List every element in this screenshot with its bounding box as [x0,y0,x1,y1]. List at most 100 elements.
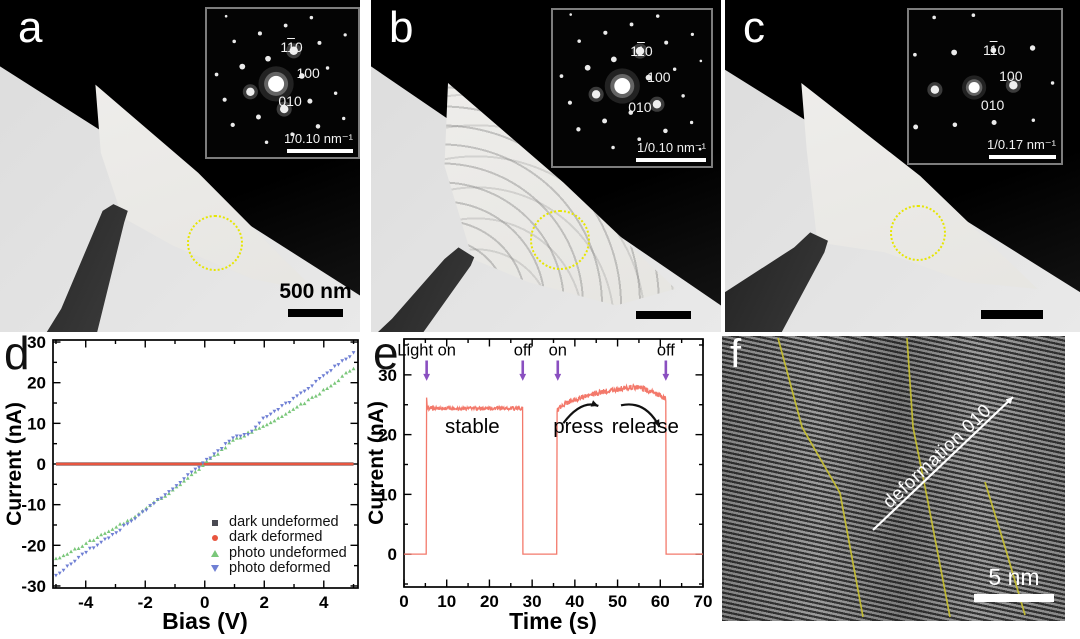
data-point-photo-deformed [329,369,333,373]
legend-marker-triangle-up [211,549,219,557]
data-point-photo-deformed [276,408,281,412]
data-point-photo-deformed [231,436,235,440]
y-axis-title: Current (nA) [3,402,26,526]
deformation-boundary-line [777,337,864,618]
diffraction-spot [971,13,976,18]
data-point-photo-deformed [344,357,348,362]
diffraction-spot [664,40,669,45]
data-point-photo-deformed [174,484,179,488]
legend-entry: dark deformed [210,529,347,546]
data-point-photo-deformed [208,456,213,461]
diffraction-inset-b: 110 100 010 1/0.10 nm⁻¹ [551,8,713,168]
x-tick-label: 60 [651,592,670,611]
deformation-boundary-line [984,481,1026,616]
data-point-photo-deformed [306,387,311,391]
diffraction-spot [698,147,702,151]
legend-label: dark deformed [229,529,323,546]
region-label: press [553,415,603,438]
diffraction-spot [1009,81,1018,90]
reciprocal-scale-label: 1/0.17 nm⁻¹ [986,137,1056,152]
diffraction-spot [952,122,958,128]
data-point-photo-deformed [200,461,205,465]
diffraction-spot [239,63,246,70]
diffraction-spot [991,119,997,126]
diffraction-spot [289,46,298,55]
data-point-photo-undeformed [118,522,122,526]
diffraction-spot [265,55,271,62]
data-point-photo-undeformed [340,374,345,378]
scale-bar-label: 5 nm [988,564,1040,590]
reciprocal-scale-label: 1/0.10 nm⁻¹ [636,140,706,155]
light-event-label: off [657,342,675,360]
diffraction-spot [569,13,573,16]
diffraction-spot [246,87,255,97]
data-point-photo-deformed [148,504,153,508]
selected-area-circle [890,205,946,261]
data-point-photo-deformed [182,477,186,481]
data-point-photo-undeformed [114,525,119,529]
data-point-photo-deformed [313,379,318,384]
panel-f-hrtem-image: f deformation 010 5 nm [722,336,1065,621]
data-point-photo-undeformed [347,369,352,373]
data-point-photo-deformed [159,496,164,501]
data-point-photo-deformed [125,522,130,526]
data-point-photo-undeformed [329,383,333,388]
diffraction-spot [663,128,668,134]
diffraction-pattern [559,13,703,151]
data-point-photo-deformed [189,470,194,475]
data-point-photo-undeformed [325,386,330,391]
light-event-arrow-head [554,373,562,381]
panel-letter-a: a [18,3,43,52]
data-point-photo-deformed [291,396,296,401]
panel-letter-e: e [373,327,399,379]
hkl-label-010: 010 [980,96,1005,113]
scale-bar [636,311,691,319]
diffraction-spot [343,33,347,37]
x-tick-label: 10 [437,592,456,611]
data-point-photo-deformed [261,416,266,421]
selected-area-circle [530,210,590,270]
hrtem-overlay [777,337,1026,618]
data-point-photo-deformed [347,355,352,359]
data-point-photo-deformed [249,429,254,434]
diffraction-spot [317,40,322,45]
x-tick-label: 2 [260,593,269,612]
data-point-photo-undeformed [125,518,130,523]
diffraction-spot [342,116,346,121]
deformation-direction-arrow [872,396,1014,531]
diffraction-spot [951,49,958,56]
data-point-photo-undeformed [298,401,303,406]
data-point-photo-deformed [69,562,73,567]
diffraction-spot [932,15,936,20]
legend-entry: photo undeformed [210,545,347,561]
diffraction-spot [214,72,219,77]
diffraction-spot [298,73,305,79]
panel-d-iv-chart: -4 -2 0 2 4 -30 -20 -10 0 10 20 30 d Current (nA) B… [0,330,365,639]
data-point-photo-deformed [170,487,175,492]
region-label: release [612,415,679,438]
data-point-photo-deformed [118,528,122,533]
diffraction-spot [230,122,235,128]
diffraction-spot [264,140,269,144]
data-point-photo-undeformed [193,469,198,474]
data-point-photo-undeformed [185,476,190,480]
diffraction-spot [577,39,581,43]
data-point-photo-undeformed [261,424,266,428]
data-point-photo-undeformed [336,378,341,383]
diffraction-spot [1050,81,1055,85]
reciprocal-scale-bar [636,158,706,162]
x-tick-label: 70 [694,592,713,611]
data-point-photo-undeformed [54,556,58,561]
diffraction-spot [652,100,662,109]
diffraction-spot [930,85,940,94]
data-point-photo-deformed [227,439,232,444]
y-tick-label: 20 [27,374,46,393]
deformation-boundary-line [906,337,951,618]
data-point-photo-undeformed [99,532,104,537]
data-point-photo-deformed [212,452,217,456]
data-point-photo-undeformed [182,479,186,483]
data-point-photo-deformed [133,517,137,521]
data-point-photo-undeformed [95,535,100,539]
diffraction-spot [603,30,608,35]
